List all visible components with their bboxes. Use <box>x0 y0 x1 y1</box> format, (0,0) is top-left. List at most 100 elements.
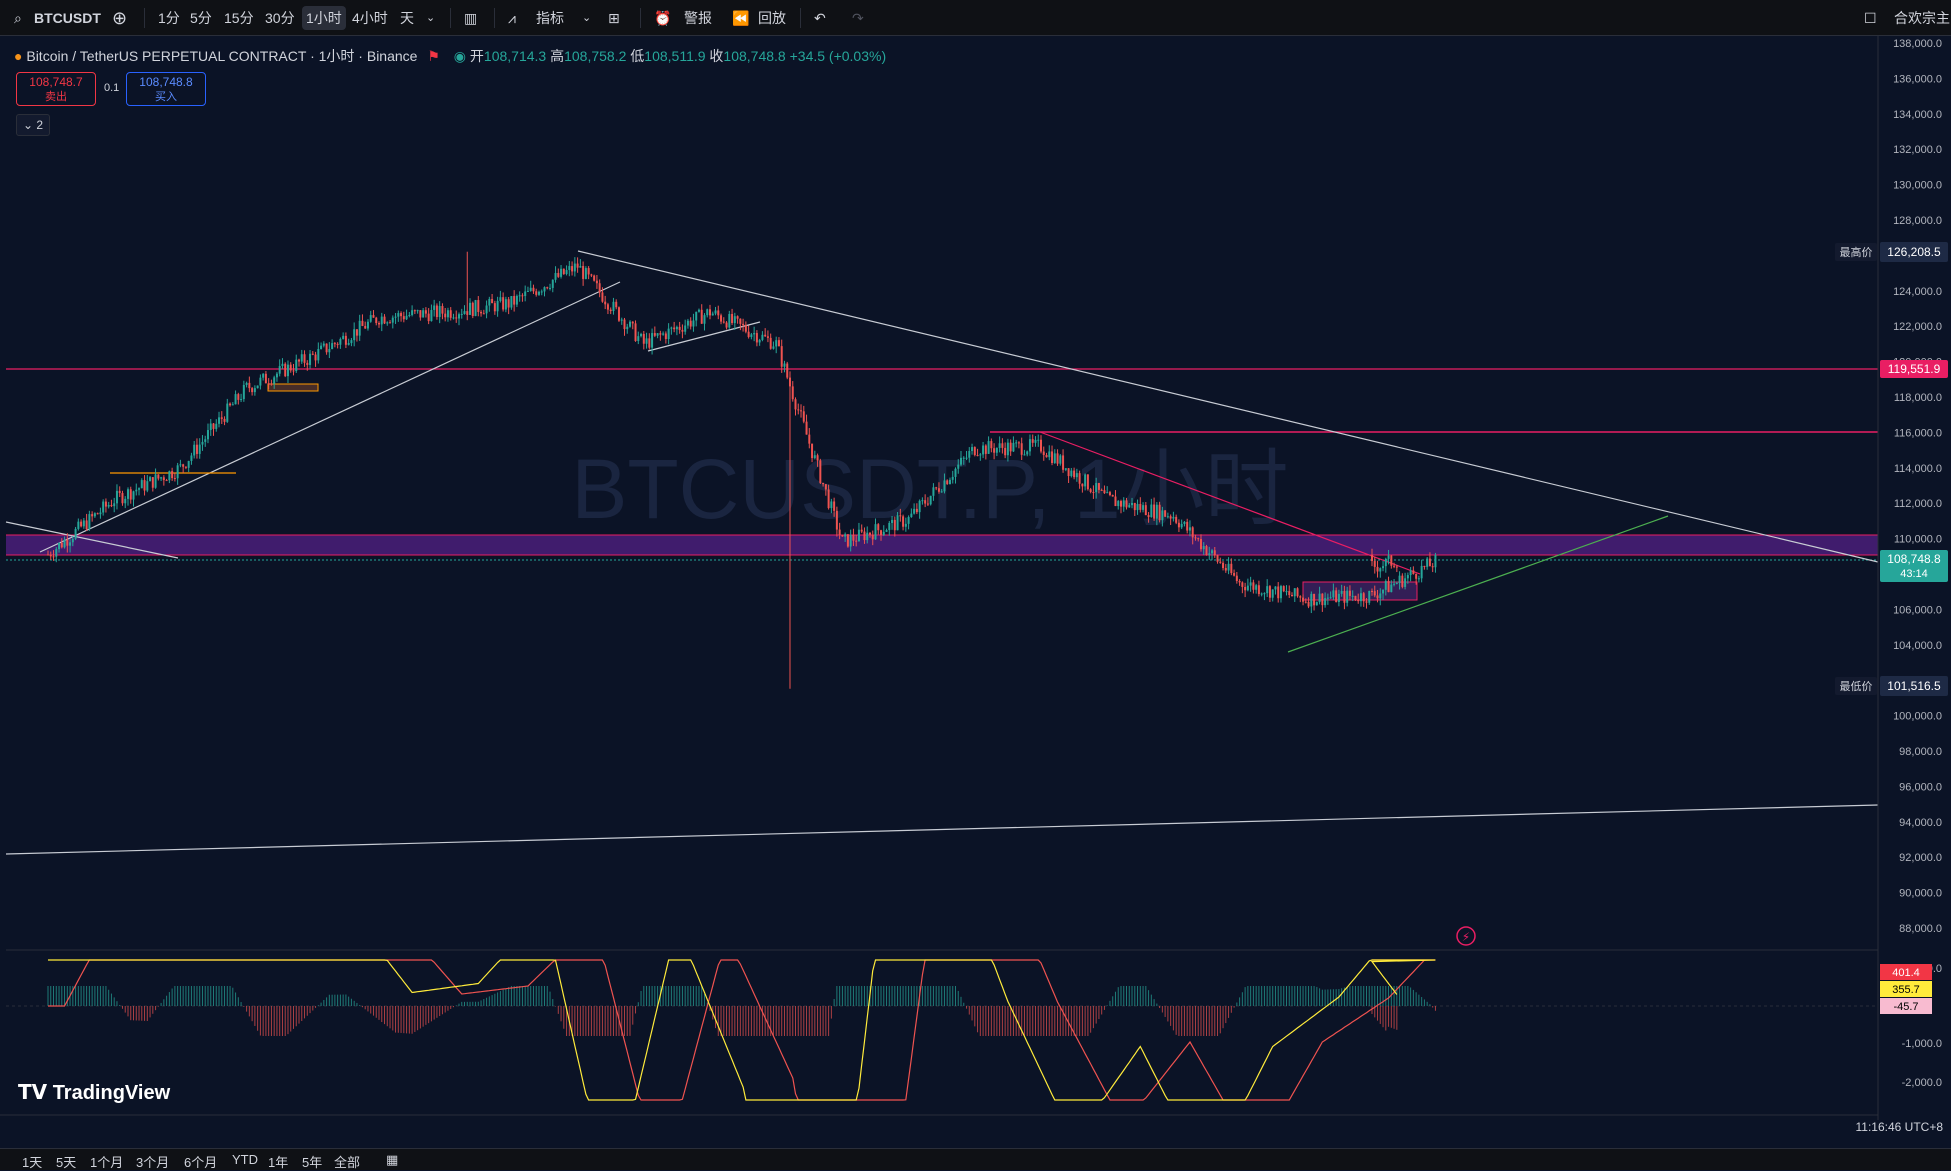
candle-body <box>874 524 877 540</box>
candle-body <box>722 321 725 323</box>
candle-body <box>1279 586 1282 599</box>
layouts-icon[interactable]: ⊞ <box>608 10 620 26</box>
indicators-icon[interactable]: ⩘ <box>508 10 516 26</box>
candle-body <box>755 333 758 343</box>
candle-body <box>1034 439 1037 443</box>
collapse-indicators-button[interactable]: ⌄ 2 <box>16 114 50 136</box>
user-name[interactable]: 合欢宗主 <box>1894 10 1950 26</box>
candle-body <box>1183 521 1186 524</box>
trendline-long-support[interactable] <box>5 804 1879 855</box>
candle-body <box>193 444 196 456</box>
sell-button[interactable]: 108,748.7 卖出 <box>16 72 96 106</box>
candle-body <box>1329 597 1332 599</box>
candle-body <box>499 297 502 301</box>
legend-title[interactable]: Bitcoin / TetherUS PERPETUAL CONTRACT · … <box>26 48 418 64</box>
range-all[interactable]: 全部 <box>334 1155 361 1170</box>
alert-icon[interactable]: ⏰ <box>654 10 672 26</box>
candle-body <box>1310 593 1313 607</box>
candle-body <box>1078 473 1081 484</box>
candle-body <box>55 549 58 557</box>
trendline-green[interactable] <box>1287 515 1669 653</box>
candle-body <box>1089 489 1092 492</box>
trendline-short[interactable] <box>5 521 179 559</box>
interval-5m[interactable]: 5分 <box>190 10 212 26</box>
candle-body <box>1084 474 1087 487</box>
candle-body <box>129 489 132 500</box>
alert-button[interactable]: 警报 <box>684 10 712 26</box>
range-5y[interactable]: 5年 <box>302 1155 323 1170</box>
candle-body <box>1095 483 1098 493</box>
candle-body <box>115 490 118 504</box>
candle-body <box>1086 474 1089 490</box>
buy-button[interactable]: 108,748.8 买入 <box>126 72 206 106</box>
interval-4h[interactable]: 4小时 <box>352 10 388 26</box>
trendline-channel[interactable] <box>647 321 761 352</box>
candle-body <box>764 334 767 337</box>
range-1y[interactable]: 1年 <box>268 1155 289 1170</box>
candle-body <box>860 529 863 532</box>
candle-body <box>590 274 593 276</box>
range-1d[interactable]: 1天 <box>22 1155 43 1170</box>
clock[interactable]: 11:16:46 UTC+8 <box>1855 1120 1944 1134</box>
symbol-name[interactable]: BTCUSDT <box>34 10 101 26</box>
candle-body <box>1045 454 1048 458</box>
symbol-search-icon[interactable]: ⌕ <box>14 10 22 26</box>
replay-icon[interactable]: ⏪ <box>732 10 750 26</box>
interval-1h[interactable]: 1小时 <box>302 6 346 30</box>
interval-1m[interactable]: 1分 <box>158 10 180 26</box>
indicators-button[interactable]: 指标 <box>536 10 564 26</box>
fullscreen-checkbox-icon[interactable]: ☐ <box>1864 10 1877 26</box>
macd-tick: -1,000.0 <box>1902 1038 1942 1050</box>
price-tick: 122,000.0 <box>1893 321 1942 333</box>
candle-body <box>135 489 138 492</box>
candle-body <box>1379 593 1382 599</box>
price-chart[interactable]: BTCUSDT.P, 1小时 138,000.0 136,000.0 134,000… <box>0 36 1951 1135</box>
candle-type-icon[interactable]: ▥ <box>464 10 478 26</box>
small-box[interactable] <box>267 383 319 392</box>
candle-body <box>706 309 709 316</box>
candle-body <box>248 382 251 389</box>
candle-body <box>1092 491 1095 493</box>
candle-body <box>394 316 397 318</box>
candle-body <box>835 510 838 530</box>
flash-icon[interactable] <box>1456 926 1476 946</box>
candle-body <box>640 333 643 337</box>
candle-body <box>929 495 932 505</box>
candle-body <box>275 373 278 378</box>
range-1m[interactable]: 1个月 <box>90 1155 124 1170</box>
candle-body <box>1106 492 1109 494</box>
undo-icon[interactable]: ↶ <box>814 10 826 26</box>
trendline-ascending[interactable] <box>39 281 621 553</box>
interval-15m[interactable]: 15分 <box>224 10 254 26</box>
candle-body <box>438 306 441 318</box>
candle-body <box>91 514 94 517</box>
chevron-down-icon[interactable]: ⌄ <box>426 12 436 24</box>
trendline-descending[interactable] <box>577 250 1879 563</box>
candle-body <box>1164 510 1167 517</box>
add-symbol-icon[interactable]: ⊕ <box>112 8 128 28</box>
range-ytd[interactable]: YTD <box>232 1152 258 1167</box>
candle-body <box>750 334 753 337</box>
interval-1d[interactable]: 天 <box>400 10 414 26</box>
candle-body <box>1401 575 1404 587</box>
chevron-down-icon[interactable]: ⌄ <box>582 12 592 24</box>
range-5d[interactable]: 5天 <box>56 1155 77 1170</box>
interval-30m[interactable]: 30分 <box>265 10 295 26</box>
candle-body <box>1348 590 1351 596</box>
candle-body <box>151 477 154 488</box>
candle-body <box>797 409 800 411</box>
flag-icon[interactable]: ⚑ <box>427 48 440 64</box>
calendar-icon[interactable]: ▦ <box>386 1152 399 1167</box>
range-6m[interactable]: 6个月 <box>184 1155 218 1170</box>
candle-body <box>830 501 833 509</box>
candle-body <box>1359 593 1362 602</box>
range-3m[interactable]: 3个月 <box>136 1155 170 1170</box>
tradingview-logo[interactable]: 𝗧𝗩 TradingView <box>18 1080 170 1105</box>
chart-area[interactable]: BTCUSDT.P, 1小时 138,000.0 136,000.0 134,000… <box>0 36 1951 1135</box>
redo-icon[interactable]: ↷ <box>852 10 864 26</box>
trendline-pink[interactable] <box>1039 431 1421 575</box>
candle-body <box>973 447 976 456</box>
resistance-zone[interactable] <box>6 535 1878 555</box>
candle-body <box>1268 586 1271 598</box>
replay-button[interactable]: 回放 <box>758 10 786 26</box>
